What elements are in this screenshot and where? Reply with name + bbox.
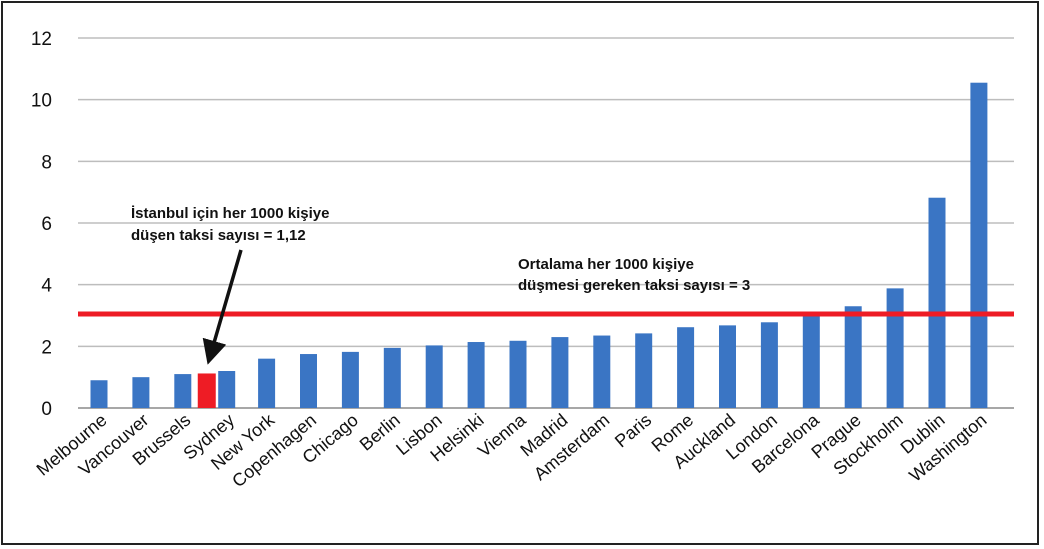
bar-sydney [218, 371, 236, 408]
y-tick-label: 0 [41, 399, 52, 420]
istanbul-annotation-line-1: İstanbul için her 1000 kişiye [131, 205, 329, 222]
bar-copenhagen [300, 354, 317, 408]
bar-lisbon [425, 345, 443, 408]
bar-rome [677, 327, 695, 408]
bar-melbourne [90, 380, 108, 408]
bar-amsterdam [593, 335, 611, 408]
bar-london [760, 322, 778, 408]
bar-brussels [174, 374, 192, 408]
bar-barcelona [802, 315, 820, 408]
bar-vienna [509, 340, 527, 408]
bar-madrid [551, 337, 569, 408]
gridlines [78, 37, 1014, 348]
y-tick-label: 6 [41, 214, 52, 235]
average-annotation-line-2: düşmesi gereken taksi sayısı = 3 [518, 277, 750, 294]
bar-dublin [928, 197, 946, 408]
bars [90, 82, 988, 408]
istanbul-arrow [202, 249, 243, 365]
y-tick-label: 12 [31, 29, 52, 50]
bar-new-york [258, 358, 276, 408]
x-tick-label: Vienna [474, 409, 530, 461]
y-tick-label: 2 [41, 337, 52, 358]
bar-helsinki [467, 342, 485, 408]
istanbul-annotation-line-2: düşen taksi sayısı = 1,12 [131, 227, 306, 244]
x-tick-label: Paris [611, 410, 655, 452]
istanbul-annotation: İstanbul için her 1000 kişiye düşen taks… [131, 205, 329, 365]
y-tick-label: 10 [31, 91, 52, 112]
bar-chicago [341, 351, 359, 408]
bar-paris [635, 333, 653, 408]
y-axis-ticks: 0 2 4 6 8 10 12 [31, 29, 53, 420]
bar-vancouver [132, 377, 150, 408]
average-annotation: Ortalama her 1000 kişiye düşmesi gereken… [518, 256, 750, 294]
y-tick-label: 4 [41, 276, 52, 297]
bar-i-stanbul [197, 373, 216, 408]
bar-stockholm [886, 288, 904, 408]
bar-washington [970, 82, 988, 408]
average-annotation-line-1: Ortalama her 1000 kişiye [518, 256, 694, 273]
bar-prague [844, 306, 862, 408]
bar-berlin [383, 347, 401, 408]
bar-auckland [719, 325, 736, 408]
y-tick-label: 8 [41, 152, 52, 173]
